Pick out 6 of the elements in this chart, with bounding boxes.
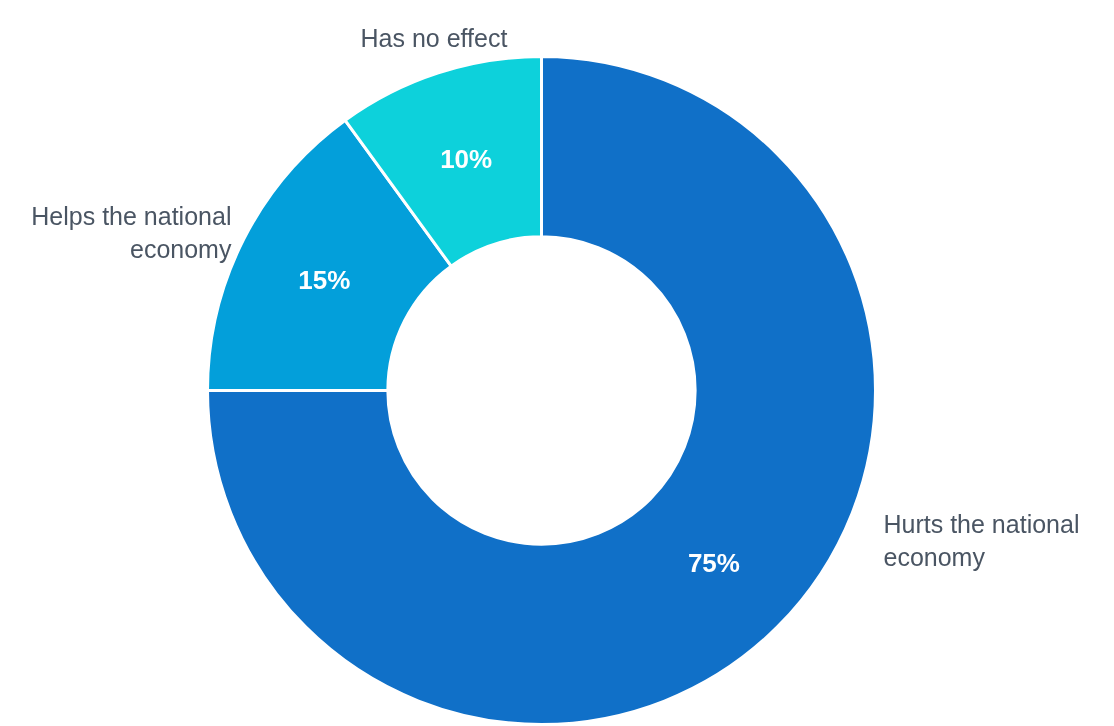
slice-label: Helps the national economy <box>31 201 232 264</box>
data-label: 15% <box>298 264 351 295</box>
slice-label: Has no effect <box>360 23 508 52</box>
data-label: 10% <box>440 143 493 174</box>
data-label: 75% <box>687 547 740 578</box>
slice-label: Hurts the national economy <box>883 509 1080 572</box>
